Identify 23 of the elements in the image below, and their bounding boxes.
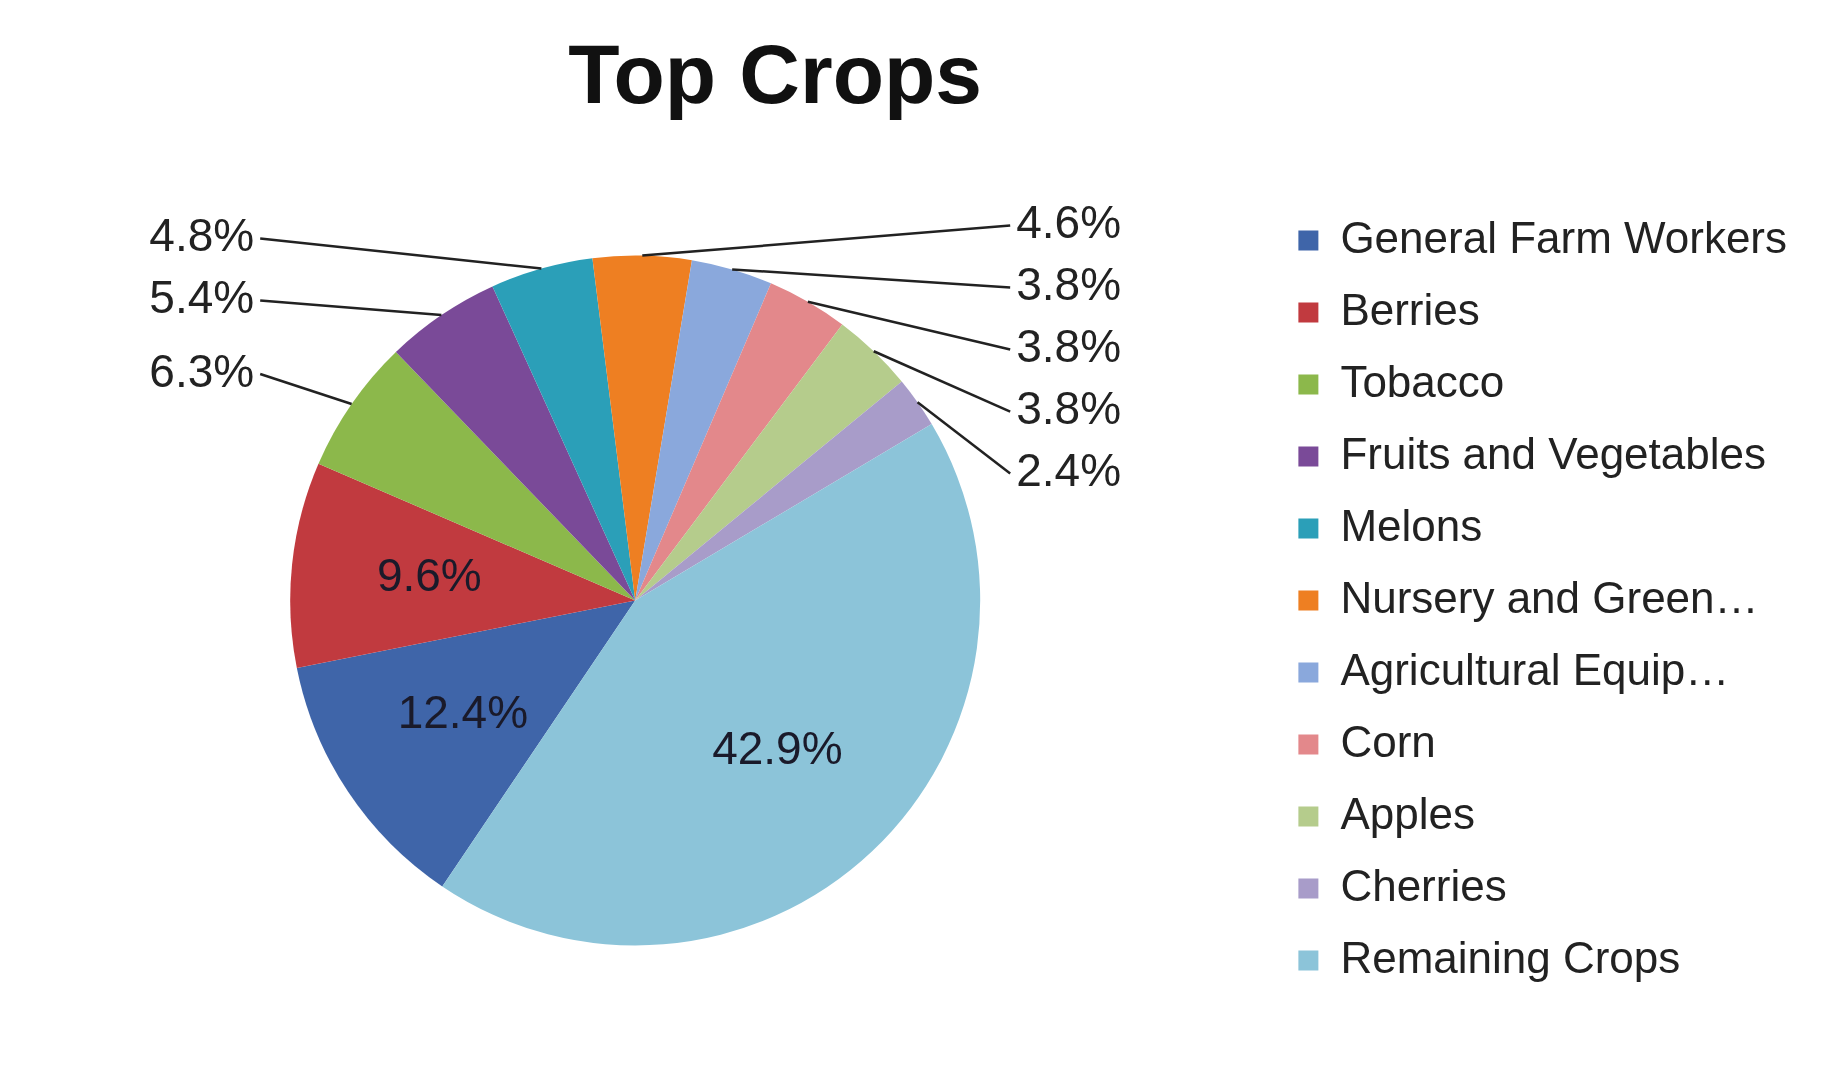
data-label: 6.3% bbox=[149, 344, 255, 397]
data-label: 12.4% bbox=[397, 685, 529, 738]
data-label: 2.4% bbox=[1016, 444, 1122, 497]
legend-label: Agricultural Equip… bbox=[1340, 644, 1730, 694]
legend-label: Tobacco bbox=[1340, 356, 1505, 406]
legend-label: General Farm Workers bbox=[1340, 212, 1788, 262]
data-label: 9.6% bbox=[376, 549, 482, 602]
data-label: 5.4% bbox=[149, 271, 255, 324]
legend-label: Berries bbox=[1340, 284, 1480, 334]
legend-label: Fruits and Vegetables bbox=[1340, 428, 1766, 478]
legend-label: Nursery and Green… bbox=[1340, 572, 1759, 622]
data-label: 3.8% bbox=[1016, 320, 1122, 373]
legend-label: Melons bbox=[1340, 500, 1483, 550]
data-label: 3.8% bbox=[1016, 258, 1122, 311]
legend-label: Corn bbox=[1340, 716, 1436, 766]
data-label: 4.8% bbox=[149, 209, 255, 262]
data-label: 3.8% bbox=[1016, 382, 1122, 435]
chart-title: Top Crops bbox=[568, 27, 983, 122]
data-label: 42.9% bbox=[712, 721, 843, 774]
legend-label: Cherries bbox=[1340, 860, 1507, 910]
legend-label: Remaining Crops bbox=[1340, 932, 1681, 982]
legend-label: Apples bbox=[1340, 788, 1475, 838]
data-label: 4.6% bbox=[1016, 196, 1122, 249]
